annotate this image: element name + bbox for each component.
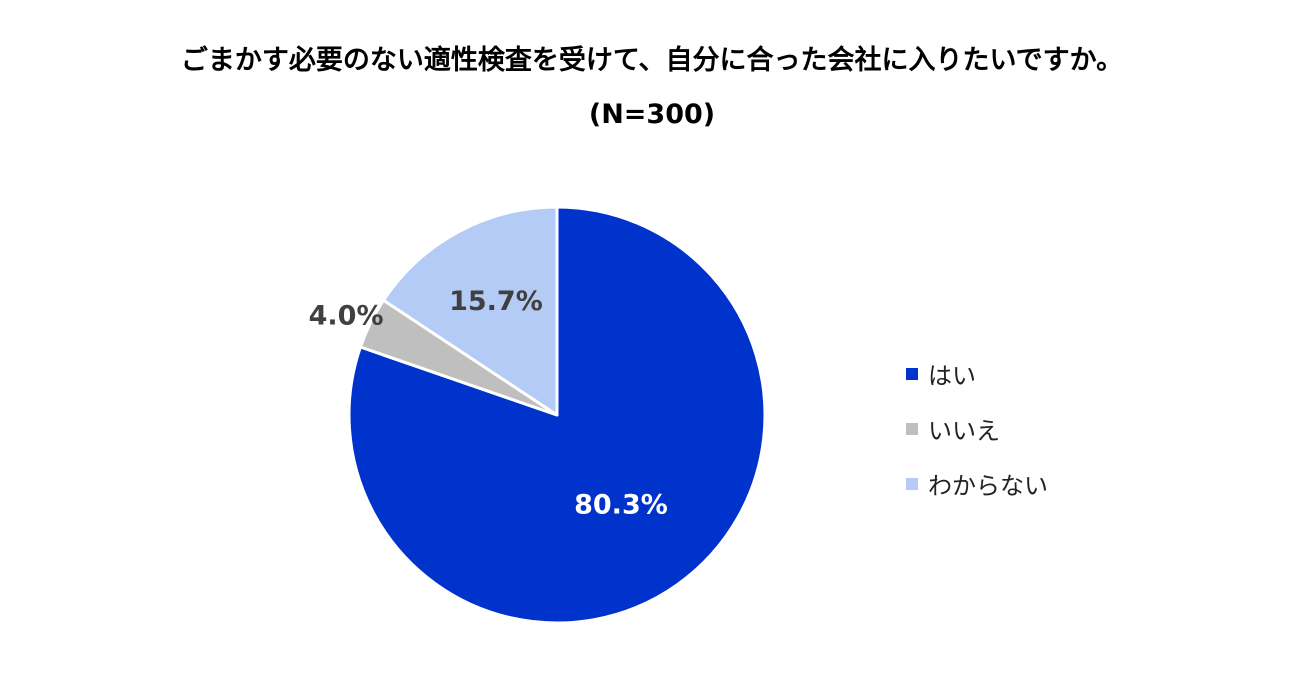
chart-title: ごまかす必要のない適性検査を受けて、自分に合った会社に入りたいですか。 (N=3… <box>0 34 1304 142</box>
chart-title-line: ごまかす必要のない適性検査を受けて、自分に合った会社に入りたいですか。 <box>180 45 1124 76</box>
legend-item: わからない <box>906 456 1048 511</box>
pie-data-label-1: 80.3% <box>574 489 668 520</box>
pie-data-label-3: 15.7% <box>449 286 543 317</box>
legend-label: はい <box>928 362 976 390</box>
legend-label: いいえ <box>928 417 1000 445</box>
legend-swatch <box>906 477 918 490</box>
legend-label: わからない <box>928 472 1048 500</box>
pie-slices <box>347 205 767 625</box>
pie-data-label-2: 4.0% <box>309 301 384 332</box>
legend-swatch <box>906 367 918 380</box>
legend-item: はい <box>906 346 1048 401</box>
legend: はいいいえわからない <box>906 346 1048 511</box>
pie-slice-3 <box>382 205 559 417</box>
pie-slice-1 <box>347 205 767 625</box>
legend-item: いいえ <box>906 401 1048 456</box>
legend-swatch <box>906 422 918 435</box>
chart-subtitle: (N=300) <box>588 99 716 130</box>
pie-labels: 80.3% 4.0% 15.7% <box>309 286 668 520</box>
